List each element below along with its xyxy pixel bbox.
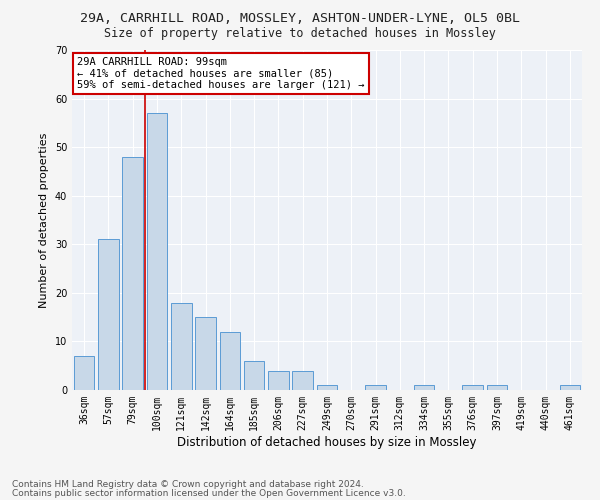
- Text: Size of property relative to detached houses in Mossley: Size of property relative to detached ho…: [104, 28, 496, 40]
- Bar: [365, 385, 386, 390]
- Bar: [171, 302, 191, 390]
- Text: 29A CARRHILL ROAD: 99sqm
← 41% of detached houses are smaller (85)
59% of semi-d: 29A CARRHILL ROAD: 99sqm ← 41% of detach…: [77, 57, 365, 90]
- Bar: [560, 385, 580, 390]
- Bar: [292, 370, 313, 390]
- Bar: [414, 385, 434, 390]
- X-axis label: Distribution of detached houses by size in Mossley: Distribution of detached houses by size …: [177, 436, 477, 448]
- Text: Contains HM Land Registry data © Crown copyright and database right 2024.: Contains HM Land Registry data © Crown c…: [12, 480, 364, 489]
- Bar: [268, 370, 289, 390]
- Bar: [195, 317, 216, 390]
- Bar: [220, 332, 240, 390]
- Bar: [122, 157, 143, 390]
- Bar: [98, 240, 119, 390]
- Bar: [317, 385, 337, 390]
- Bar: [146, 113, 167, 390]
- Bar: [244, 361, 265, 390]
- Bar: [463, 385, 483, 390]
- Y-axis label: Number of detached properties: Number of detached properties: [39, 132, 49, 308]
- Text: 29A, CARRHILL ROAD, MOSSLEY, ASHTON-UNDER-LYNE, OL5 0BL: 29A, CARRHILL ROAD, MOSSLEY, ASHTON-UNDE…: [80, 12, 520, 26]
- Text: Contains public sector information licensed under the Open Government Licence v3: Contains public sector information licen…: [12, 489, 406, 498]
- Bar: [74, 356, 94, 390]
- Bar: [487, 385, 508, 390]
